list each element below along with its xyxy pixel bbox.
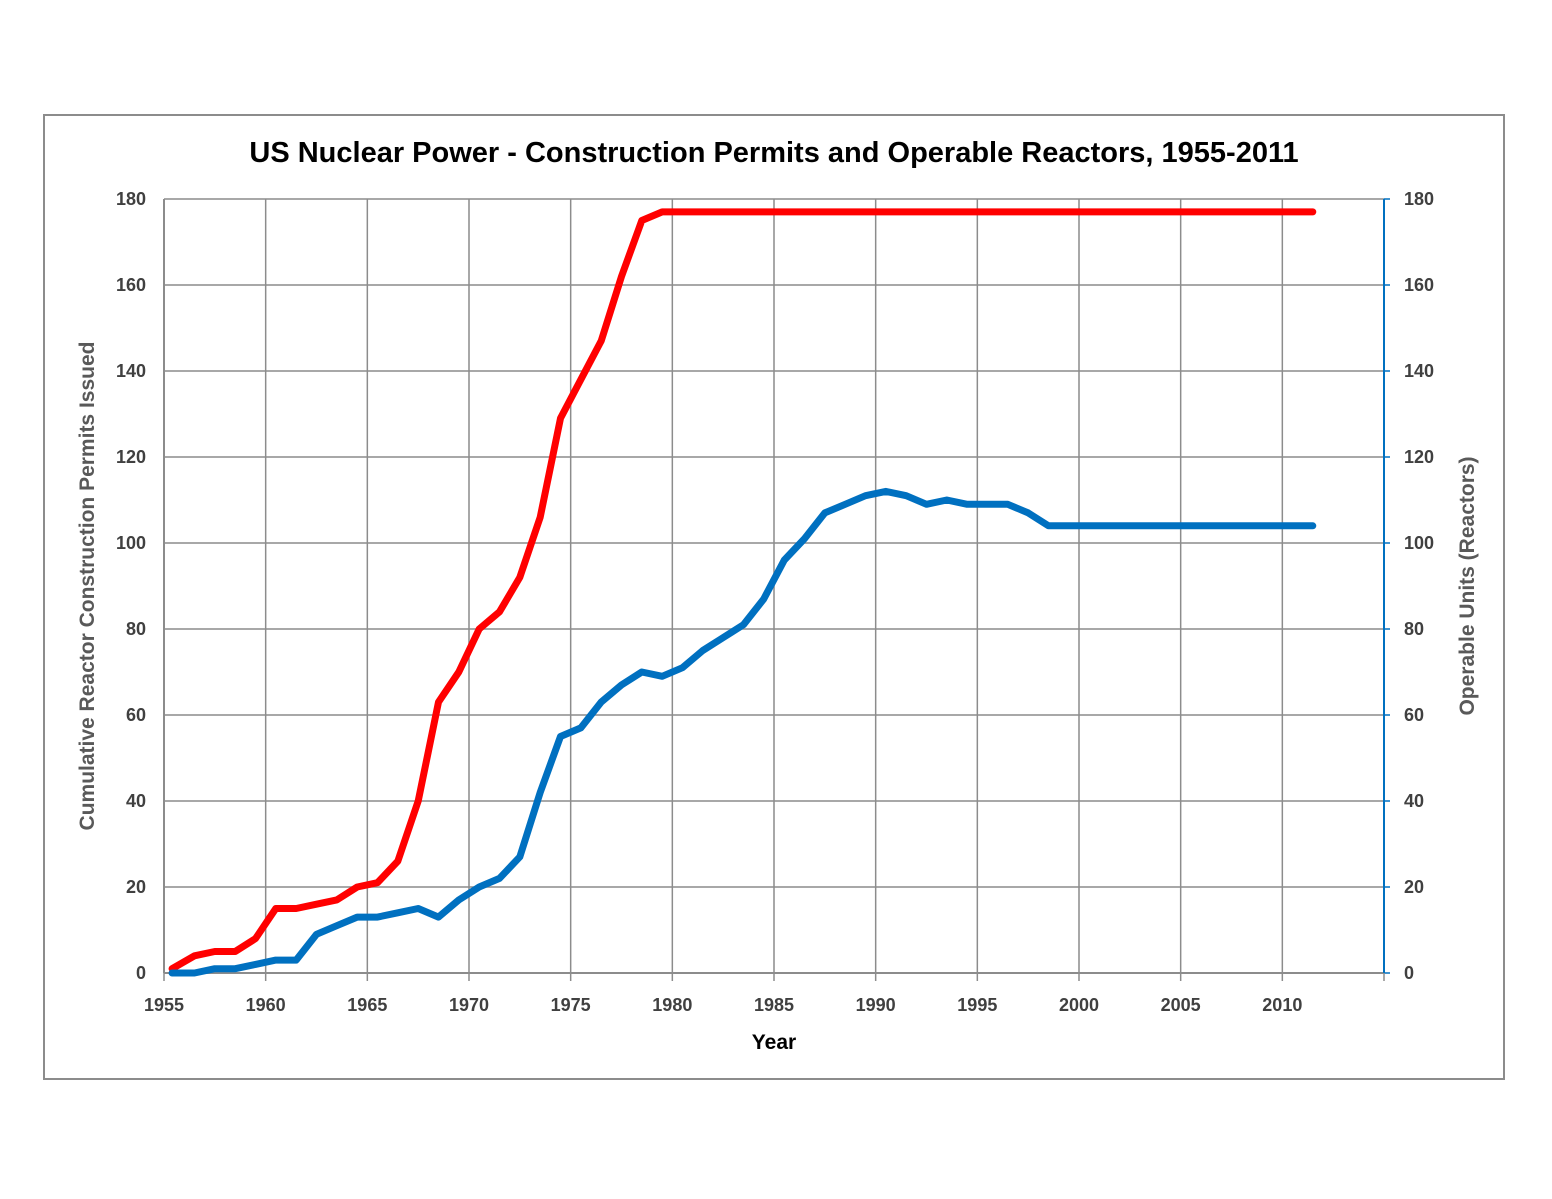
- x-tick-label: 2005: [1161, 995, 1201, 1015]
- y-tick-label-left: 180: [116, 189, 146, 209]
- y-tick-label-right: 180: [1404, 189, 1434, 209]
- y-tick-label-right: 80: [1404, 619, 1424, 639]
- x-tick-label: 1985: [754, 995, 794, 1015]
- y-tick-label-left: 140: [116, 361, 146, 381]
- y-tick-label-right: 20: [1404, 877, 1424, 897]
- y-tick-label-right: 120: [1404, 447, 1434, 467]
- series-lines: [168, 208, 1317, 977]
- y-axis-left-title: Cumulative Reactor Construction Permits …: [76, 342, 99, 831]
- x-tick-label: 1995: [957, 995, 997, 1015]
- x-tick-label: 2000: [1059, 995, 1099, 1015]
- y-axis-right-title: Operable Units (Reactors): [1456, 456, 1479, 715]
- y-tick-label-left: 120: [116, 447, 146, 467]
- tick-labels: 0 0 20 20 40 40 60 60 80 80 100 100 120 120 140 140 160 1…: [116, 189, 1434, 1015]
- x-tick-label: 1960: [246, 995, 286, 1015]
- x-tick-label: 1955: [144, 995, 184, 1015]
- x-tick-label: 1990: [856, 995, 896, 1015]
- y-tick-label-left: 40: [126, 791, 146, 811]
- y-tick-label-left: 0: [136, 963, 146, 983]
- x-tick-label: 1970: [449, 995, 489, 1015]
- y-tick-label-left: 20: [126, 877, 146, 897]
- y-tick-label-right: 40: [1404, 791, 1424, 811]
- x-tick-label: 1975: [551, 995, 591, 1015]
- y-tick-label-left: 60: [126, 705, 146, 725]
- y-tick-label-left: 160: [116, 275, 146, 295]
- y-tick-label-right: 140: [1404, 361, 1434, 381]
- chart-title: US Nuclear Power - Construction Permits …: [249, 137, 1298, 169]
- x-tick-label: 1965: [347, 995, 387, 1015]
- series-line-permits: [168, 208, 1317, 973]
- y-tick-label-right: 0: [1404, 963, 1414, 983]
- x-tick-label: 1980: [652, 995, 692, 1015]
- axes: [163, 198, 1390, 981]
- x-tick-label: 2010: [1262, 995, 1302, 1015]
- y-tick-label-right: 100: [1404, 533, 1434, 553]
- y-tick-label-left: 100: [116, 533, 146, 553]
- x-axis-title: Year: [752, 1031, 796, 1054]
- y-tick-label-left: 80: [126, 619, 146, 639]
- y-tick-label-right: 60: [1404, 705, 1424, 725]
- y-tick-label-right: 160: [1404, 275, 1434, 295]
- series-line-operable-units: [168, 487, 1317, 977]
